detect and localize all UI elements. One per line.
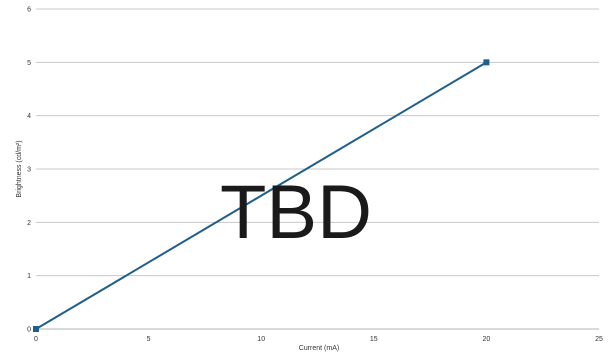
y-tick-label: 2 xyxy=(27,220,31,227)
series-group xyxy=(33,59,490,332)
y-tick-label: 4 xyxy=(27,113,31,120)
gridlines xyxy=(36,8,599,277)
x-tick-labels: 0 5 10 15 20 25 xyxy=(34,336,603,343)
x-tick-label: 10 xyxy=(257,336,265,343)
x-tick-label: 15 xyxy=(370,336,378,343)
x-axis-title: Current (mA) xyxy=(299,345,339,352)
x-tick-label: 25 xyxy=(595,336,603,343)
data-point xyxy=(483,59,490,66)
y-axis-title: Brightness (cd/m²) xyxy=(16,140,23,197)
y-tick-label: 0 xyxy=(27,327,31,334)
y-tick-label: 6 xyxy=(27,7,31,14)
y-tick-label: 1 xyxy=(27,273,31,280)
x-tick-label: 20 xyxy=(483,336,491,343)
y-tick-label: 5 xyxy=(27,60,31,67)
y-tick-label: 3 xyxy=(27,167,31,174)
x-tick-label: 0 xyxy=(34,336,38,343)
tbd-annotation: TBD xyxy=(220,170,372,255)
data-point xyxy=(33,326,39,332)
x-tick-label: 5 xyxy=(147,336,151,343)
series-line xyxy=(35,61,487,330)
y-tick-labels: 0 1 2 3 4 5 6 xyxy=(27,7,31,334)
